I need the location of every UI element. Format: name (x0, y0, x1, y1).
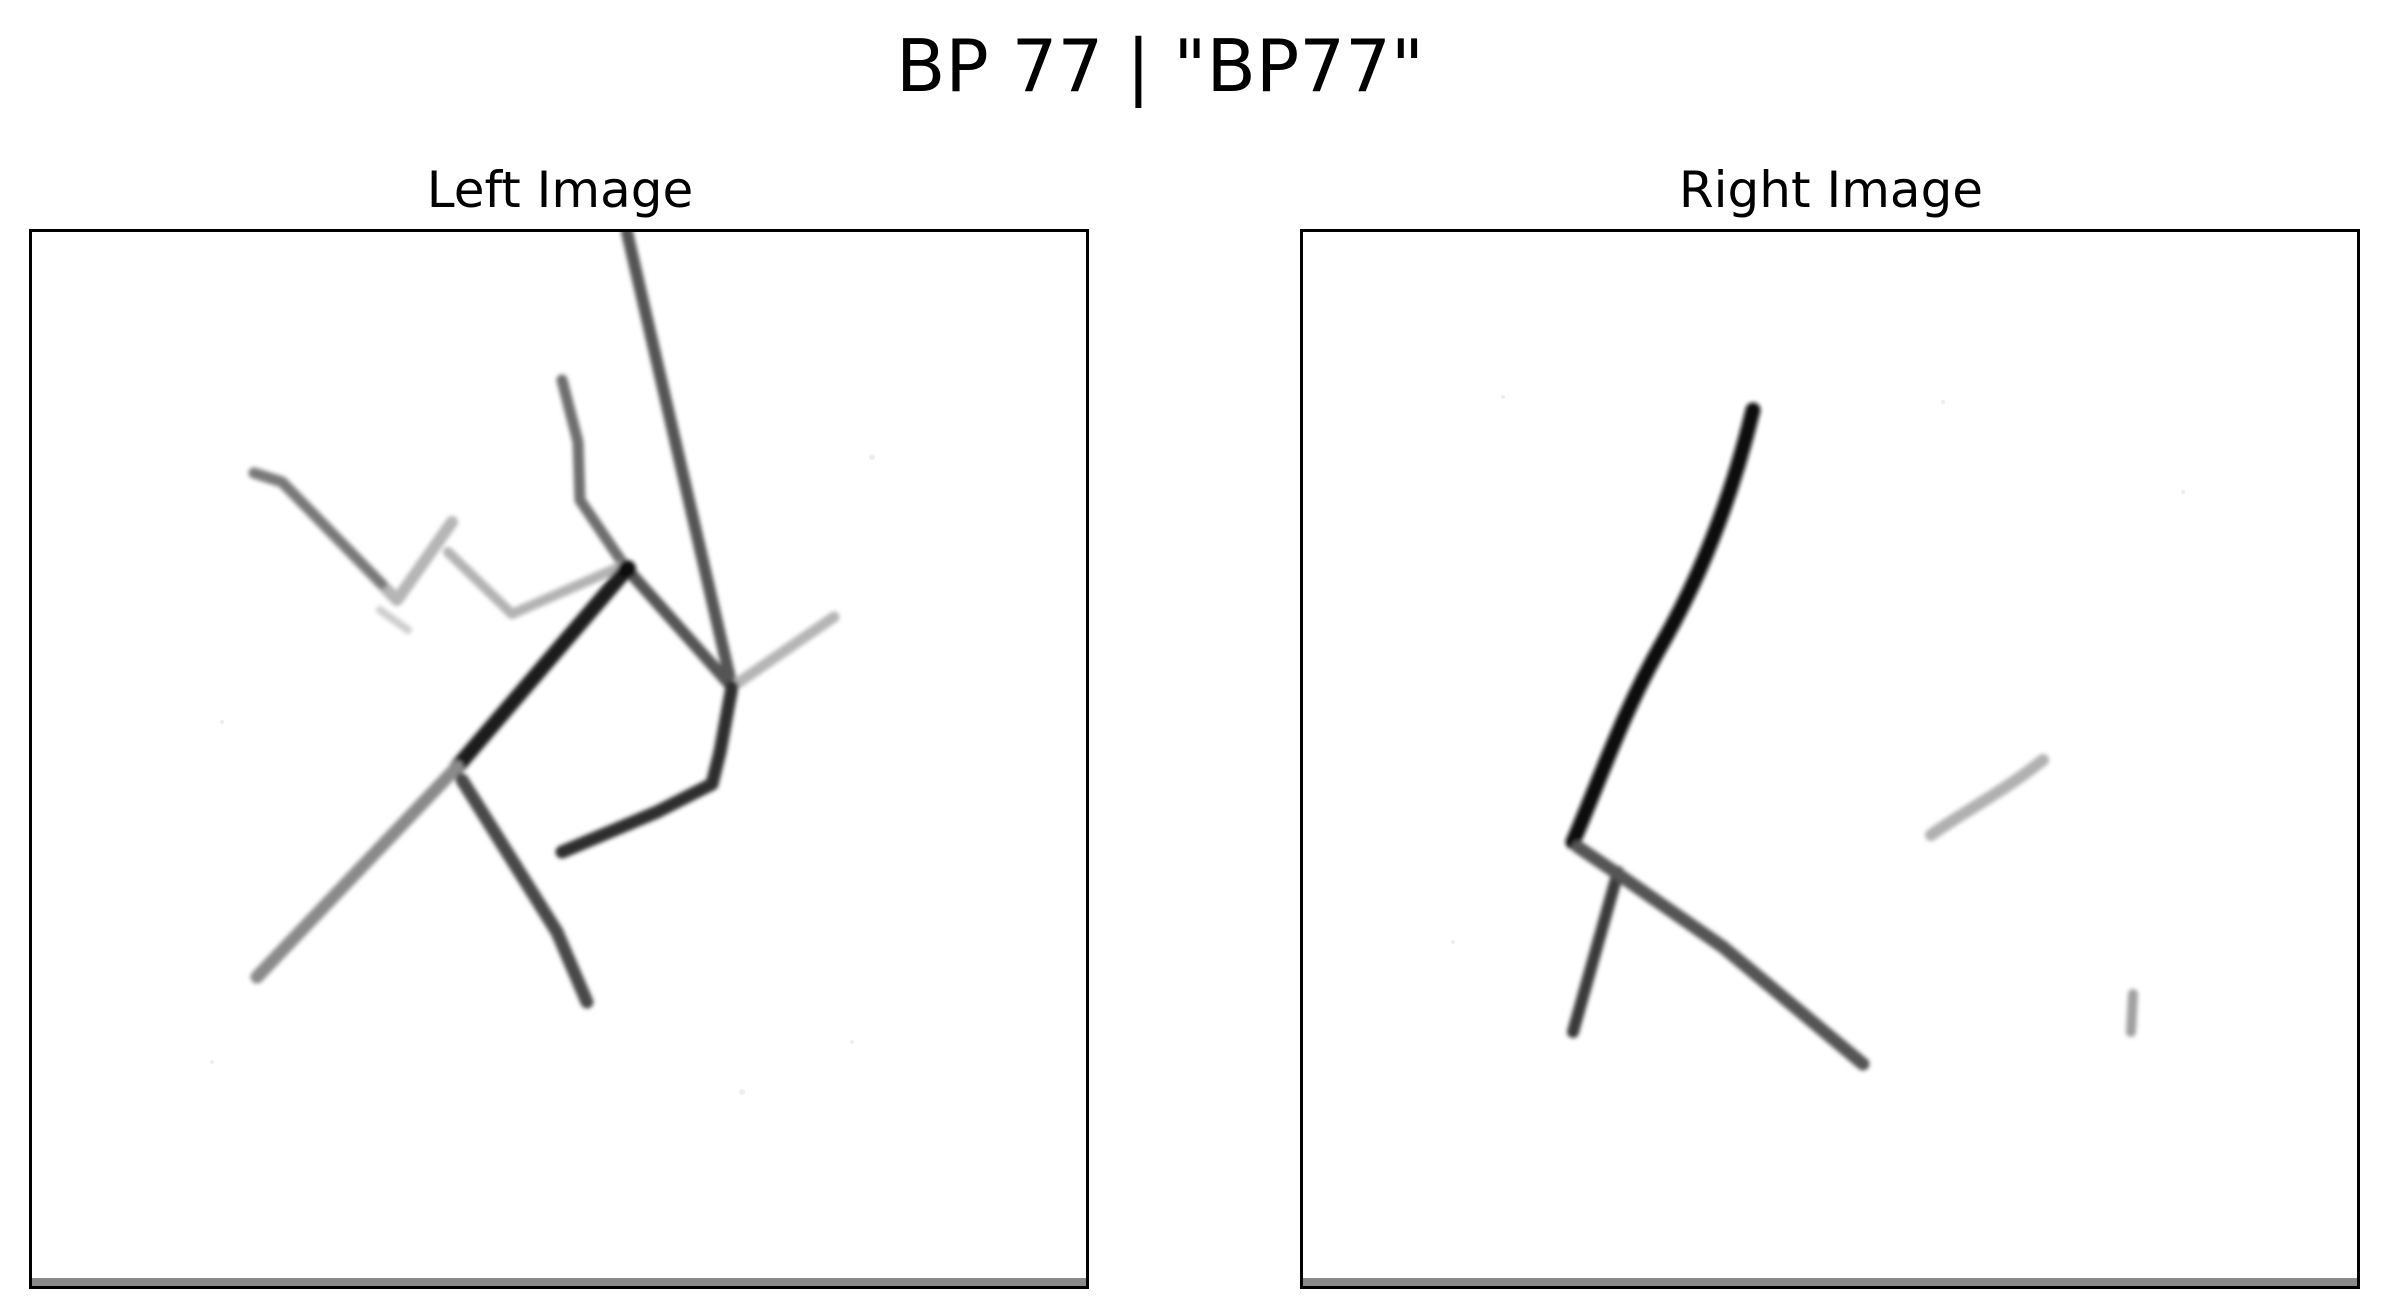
left-background-speckle (210, 454, 875, 1095)
left-stroke-middle-diagonal-b (621, 563, 738, 693)
right-image-panel (1300, 229, 2360, 1289)
right-image-drawing (1451, 395, 2185, 1071)
left-stroke-middle-diagonal (621, 232, 738, 693)
right-stroke-long-curve (1565, 402, 1761, 850)
left-stroke-right-branch (726, 611, 840, 693)
left-stroke-lower-branch (455, 773, 594, 1009)
left-stroke-zigzag (248, 467, 458, 606)
left-image-drawing (210, 232, 875, 1095)
right-panel-title: Right Image (1678, 161, 1984, 219)
right-stroke-small-mark (2126, 989, 2138, 1037)
right-stroke-light-curve (1925, 754, 2049, 841)
left-image-panel (29, 229, 1089, 1289)
right-stroke-short-down (1567, 866, 1624, 1038)
left-panel-bottom-band (32, 1278, 1086, 1286)
left-stroke-faint-cross (376, 606, 412, 634)
left-stroke-right-diagonal (443, 547, 629, 619)
left-stroke-main-diagonal (449, 561, 635, 775)
left-stroke-right-bend (555, 680, 739, 859)
left-stroke-zigzag-dark (249, 468, 387, 589)
left-panel-title: Left Image (426, 161, 694, 219)
left-stroke-main-diagonal-lower (250, 760, 464, 984)
right-stroke-long-diagonal (1571, 840, 1870, 1071)
right-background-speckle (1451, 395, 2185, 944)
right-panel-bottom-band (1303, 1278, 2357, 1286)
left-stroke-junction-node (618, 560, 636, 578)
left-stroke-upper-vertical (556, 374, 630, 571)
figure-title: BP 77 | "BP77" (895, 24, 1424, 108)
